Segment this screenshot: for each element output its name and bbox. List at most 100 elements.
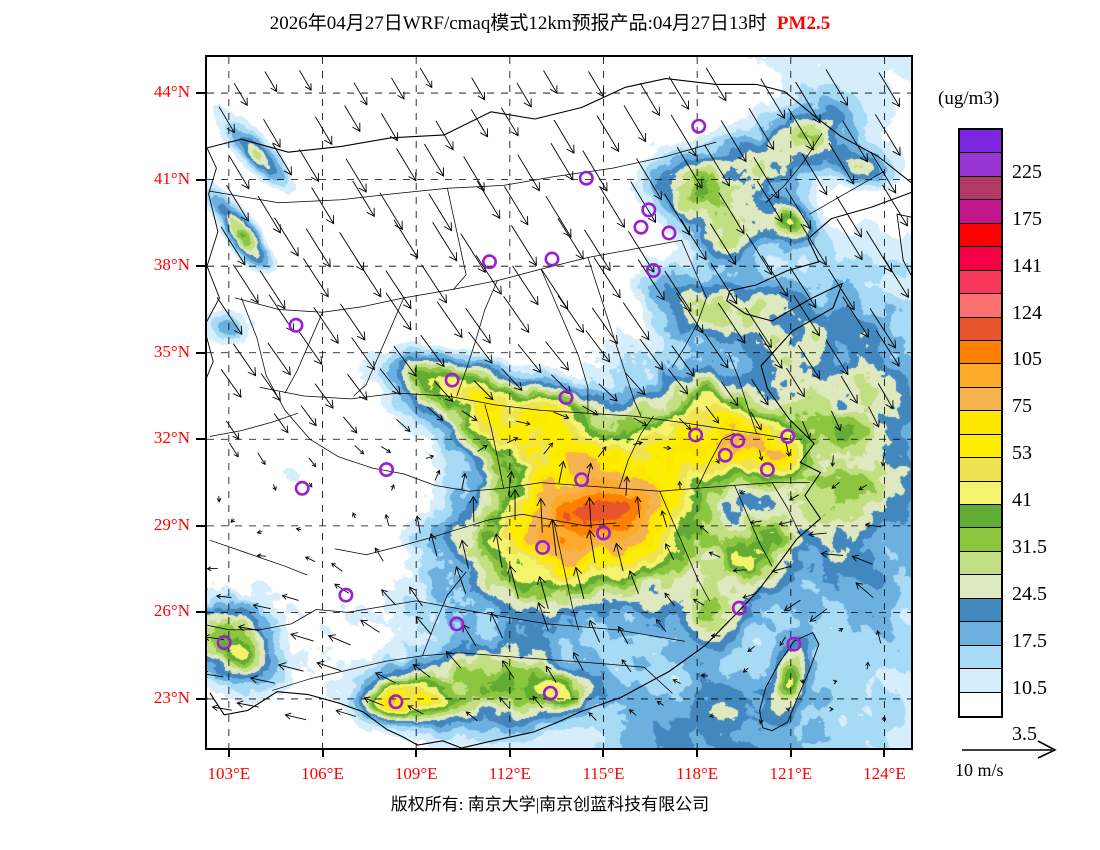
colorbar-swatch-20 xyxy=(960,598,1001,623)
colorbar-swatch-14 xyxy=(960,458,1001,482)
colorbar-swatch-11 xyxy=(960,387,1001,412)
colorbar-swatch-8 xyxy=(960,317,1001,341)
wind-scale-label: 10 m/s xyxy=(955,760,1004,780)
lat-tick-29 xyxy=(196,524,205,527)
station-marker-15 xyxy=(574,472,590,488)
lat-tick-35 xyxy=(196,351,205,354)
station-marker-17 xyxy=(294,480,310,496)
colorbar-label-141: 141 xyxy=(1012,254,1042,277)
lon-tick-106 xyxy=(321,748,324,757)
station-marker-6 xyxy=(645,263,661,279)
colorbar-label-225: 225 xyxy=(1012,160,1042,183)
station-marker-26 xyxy=(786,636,802,652)
lon-label-109: 109°E xyxy=(394,764,438,783)
colorbar-label-31.5: 31.5 xyxy=(1012,535,1047,558)
lon-tick-121 xyxy=(789,748,792,757)
station-marker-2 xyxy=(641,202,657,218)
colorbar-label-17.5: 17.5 xyxy=(1012,629,1047,652)
colorbar-swatch-22 xyxy=(960,645,1001,670)
station-marker-11 xyxy=(730,433,746,449)
station-marker-8 xyxy=(444,372,460,388)
station-marker-27 xyxy=(661,225,677,241)
station-marker-16 xyxy=(379,462,395,478)
lat-tick-44 xyxy=(196,92,205,95)
title-main-text: 2026年04月27日WRF/cmaq模式12km预报产品:04月27日13时 xyxy=(269,13,767,34)
colorbar-swatch-1 xyxy=(960,153,1001,177)
station-marker-9 xyxy=(558,389,574,405)
colorbar-swatch-12 xyxy=(960,411,1001,435)
station-marker-12 xyxy=(780,428,796,444)
title-species-text: PM2.5 xyxy=(776,13,831,34)
colorbar-label-10.5: 10.5 xyxy=(1012,676,1047,699)
colorbar-swatch-18 xyxy=(960,551,1001,576)
colorbar-label-175: 175 xyxy=(1012,207,1042,230)
station-marker-21 xyxy=(449,616,465,632)
station-marker-24 xyxy=(388,694,404,710)
lat-label-38: 38°N xyxy=(153,255,190,275)
lat-tick-41 xyxy=(196,178,205,181)
page-title: 2026年04月27日WRF/cmaq模式12km预报产品:04月27日13时 P… xyxy=(0,8,1100,35)
pm25-colorbar[interactable] xyxy=(958,128,1003,718)
lon-label-103: 103°E xyxy=(207,764,251,783)
colorbar-swatch-7 xyxy=(960,294,1001,318)
lat-label-41: 41°N xyxy=(153,168,190,188)
lat-label-44: 44°N xyxy=(153,82,190,102)
lon-tick-118 xyxy=(696,748,699,757)
station-marker-23 xyxy=(216,635,232,651)
colorbar-label-3.5: 3.5 xyxy=(1012,723,1037,746)
colorbar-swatch-15 xyxy=(960,481,1001,506)
station-marker-18 xyxy=(535,539,551,555)
station-marker-22 xyxy=(338,587,354,603)
copyright-notice: 版权所有: 南京大学|南京创蓝科技有限公司 xyxy=(390,795,710,814)
lon-label-124: 124°E xyxy=(863,764,906,783)
lon-label-121: 121°E xyxy=(769,764,813,783)
station-marker-20 xyxy=(731,600,747,616)
lon-tick-124 xyxy=(883,748,886,757)
colorbar-swatch-4 xyxy=(960,223,1001,248)
lon-label-106: 106°E xyxy=(301,764,344,783)
lat-label-29: 29°N xyxy=(153,514,190,534)
colorbar-swatch-5 xyxy=(960,247,1001,271)
colorbar-swatch-6 xyxy=(960,270,1001,295)
wind-arrow-icon xyxy=(962,740,1057,759)
lat-tick-26 xyxy=(196,611,205,614)
lon-label-118: 118°E xyxy=(676,764,719,783)
lat-label-26: 26°N xyxy=(153,601,190,621)
lon-tick-112 xyxy=(508,748,511,757)
station-marker-5 xyxy=(481,254,497,270)
lon-tick-109 xyxy=(415,748,418,757)
colorbar-swatch-10 xyxy=(960,364,1001,388)
colorbar-label-24.5: 24.5 xyxy=(1012,582,1047,605)
colorbar-swatch-0 xyxy=(960,130,1001,154)
colorbar-swatch-17 xyxy=(960,528,1001,552)
forecast-map-panel[interactable] xyxy=(205,55,913,750)
station-marker-25 xyxy=(542,685,558,701)
station-marker-4 xyxy=(544,251,560,267)
map-overlay-vectors xyxy=(207,57,911,748)
colorbar-swatch-3 xyxy=(960,200,1001,224)
colorbar-label-124: 124 xyxy=(1012,301,1042,324)
colorbar-swatch-16 xyxy=(960,505,1001,529)
lat-tick-38 xyxy=(196,265,205,268)
lon-label-112: 112°E xyxy=(488,764,531,783)
colorbar-label-75: 75 xyxy=(1012,395,1032,418)
station-marker-14 xyxy=(759,462,775,478)
station-marker-13 xyxy=(717,447,733,463)
colorbar-swatch-13 xyxy=(960,434,1001,459)
lat-tick-23 xyxy=(196,697,205,700)
lon-tick-103 xyxy=(227,748,230,757)
colorbar-swatch-23 xyxy=(960,669,1001,693)
wind-vector-scale: 10 m/s xyxy=(955,738,1085,786)
station-marker-10 xyxy=(688,427,704,443)
lat-tick-32 xyxy=(196,438,205,441)
colorbar-label-53: 53 xyxy=(1012,442,1032,465)
station-marker-3 xyxy=(633,219,649,235)
pm25-concentration-field xyxy=(207,57,911,748)
colorbar-swatch-9 xyxy=(960,340,1001,365)
station-marker-7 xyxy=(288,317,304,333)
lat-label-35: 35°N xyxy=(153,341,190,361)
lat-label-32: 32°N xyxy=(153,428,190,448)
lat-label-23: 23°N xyxy=(153,687,190,707)
station-marker-19 xyxy=(595,525,611,541)
station-marker-0 xyxy=(691,118,707,134)
